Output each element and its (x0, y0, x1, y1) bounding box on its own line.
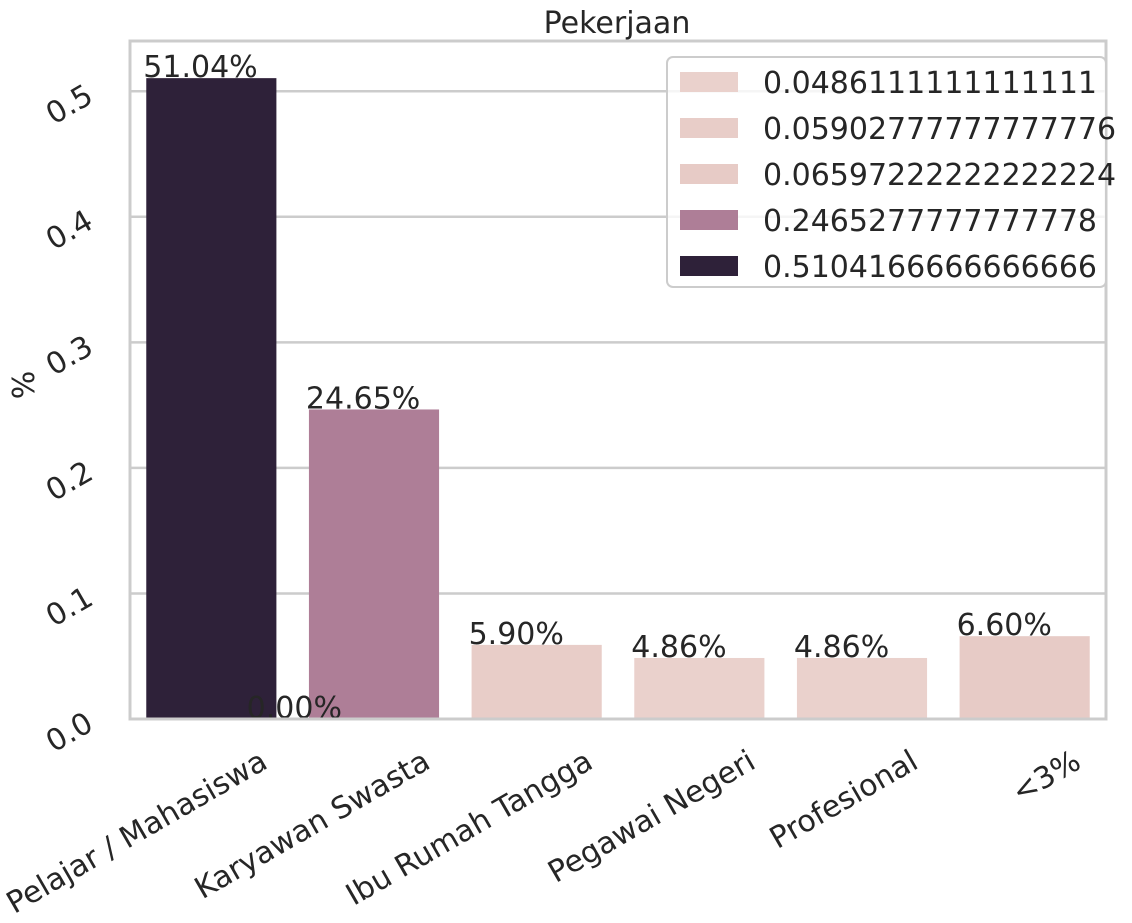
y-tick-label: 0.0 (40, 706, 99, 760)
legend-box (666, 56, 1107, 288)
y-tick-label: 0.5 (40, 78, 99, 132)
chart-title: Pekerjaan (544, 6, 691, 41)
y-tick-label: 0.1 (40, 580, 99, 634)
x-tick-label: <3% (1006, 744, 1086, 811)
bar (471, 644, 602, 719)
bars (146, 78, 1090, 720)
legend-label: 0.5104166666666666 (763, 250, 1097, 285)
data-label: 0.00% (247, 691, 342, 726)
data-label: 6.60% (957, 608, 1052, 643)
legend-swatch (680, 72, 738, 92)
y-axis-ticks: 0.0 0.1 0.2 0.3 0.4 0.5 (40, 78, 99, 760)
data-label: 51.04% (143, 50, 257, 85)
bar (308, 409, 440, 719)
data-label: 5.90% (469, 617, 564, 652)
legend: 0.0486111111111111 0.05902777777777776 0.0… (666, 56, 1116, 288)
legend-label: 0.06597222222222224 (763, 158, 1116, 193)
y-tick-label: 0.4 (40, 203, 99, 257)
legend-swatch (680, 164, 738, 184)
legend-label: 0.2465277777777778 (763, 204, 1097, 239)
legend-swatch (680, 210, 738, 230)
x-tick-label: Pelajar / Mahasiswa (1, 744, 274, 922)
y-tick-label: 0.3 (40, 329, 99, 383)
bar (959, 636, 1090, 719)
data-label: 4.86% (631, 630, 726, 665)
y-axis-label: % (7, 371, 42, 400)
bar (796, 657, 928, 719)
plot-frame (128, 39, 1108, 721)
legend-label: 0.0486111111111111 (763, 66, 1097, 101)
bar (634, 657, 765, 719)
x-tick-label: Profesional (764, 744, 924, 857)
data-label: 24.65% (306, 381, 420, 416)
legend-swatch (680, 118, 738, 138)
y-tick-label: 0.2 (40, 455, 99, 509)
legend-label: 0.05902777777777776 (763, 112, 1116, 147)
data-label: 4.86% (794, 630, 889, 665)
bar (146, 78, 277, 720)
legend-swatch (680, 256, 738, 276)
